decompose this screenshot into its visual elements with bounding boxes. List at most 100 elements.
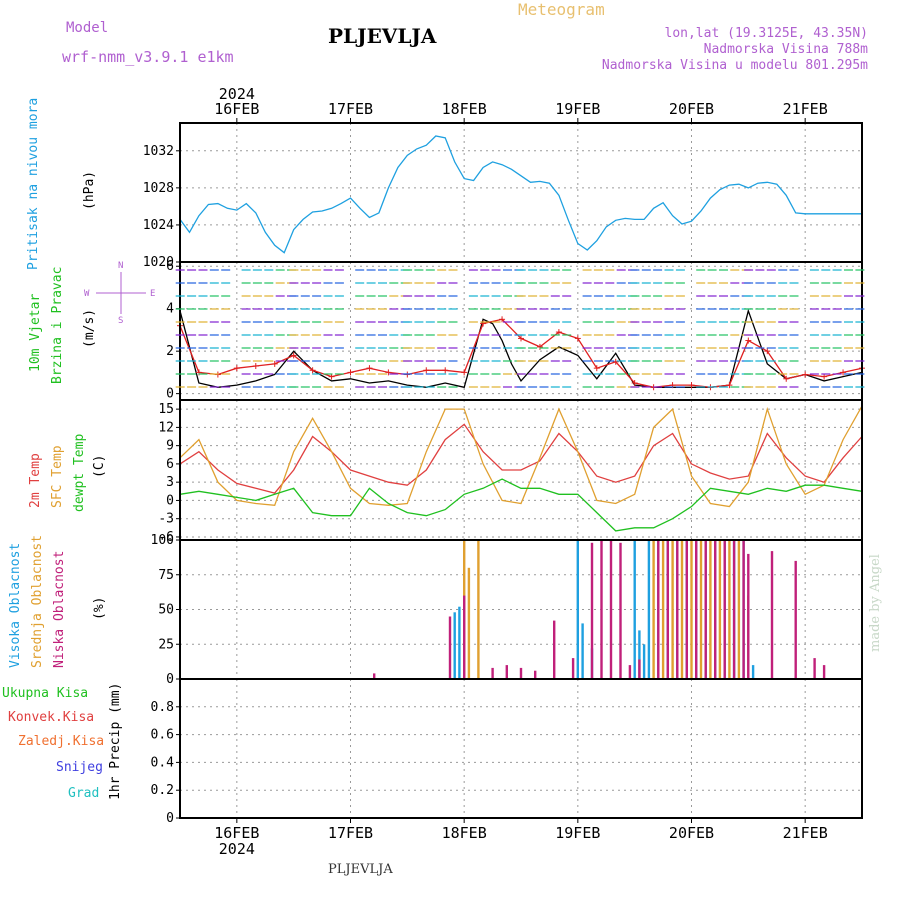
compass-n: N: [118, 261, 124, 271]
x-tick-label-top: 19FEB: [555, 100, 600, 118]
precip-unit: 1hr Precip (mm): [108, 682, 123, 800]
y-tick-label: -3: [158, 512, 174, 527]
panel-frame: [179, 539, 863, 680]
model-elevation-label: Nadmorska Visina u modelu 801.295m: [601, 58, 868, 73]
y-tick-label: 3: [166, 475, 174, 490]
cloud-bar: [676, 540, 679, 679]
series-line-brzina: [179, 308, 863, 389]
temp-label-dewpt: dewpt Temp: [72, 433, 87, 512]
cloud-bar: [647, 540, 651, 679]
cloud-label-mid: Srednja Oblacnost: [30, 534, 45, 668]
y-tick-label: 1020: [143, 255, 174, 270]
cloud-bar: [463, 540, 466, 679]
y-tick-label: 0: [166, 672, 174, 687]
precip-legend-hail: Grad: [68, 786, 100, 801]
cloud-bar: [676, 540, 679, 679]
cloud-bar: [534, 670, 537, 679]
model-name: wrf-nmm_v3.9.1 e1km: [62, 48, 234, 66]
cloud-bar: [638, 630, 641, 679]
cloud-bar: [714, 540, 717, 679]
precip-legend-frz: Zaledj.Kisa: [18, 734, 105, 749]
cloud-bar: [666, 540, 669, 679]
cloud-bar: [633, 540, 636, 679]
series-line-pressure: [179, 135, 862, 254]
x-tick-label-top: 16FEB: [214, 100, 259, 118]
series-line-dewpt Temp: [179, 478, 863, 532]
compass-e: E: [150, 289, 156, 299]
cloud-bar: [661, 540, 665, 679]
cloud-bar: [657, 540, 660, 679]
compass-s: S: [118, 316, 124, 326]
cloud-bar: [581, 623, 584, 679]
cloud-bar: [704, 540, 707, 679]
wind-label-2: Brzina i Pravac: [50, 266, 65, 384]
cloud-bar: [600, 540, 603, 679]
cloud-bar: [491, 667, 494, 679]
cloud-label-high: Visoka Oblacnost: [8, 542, 23, 668]
cloud-bar: [794, 560, 797, 679]
cloud-bar: [714, 540, 717, 679]
y-tick-label: 75: [158, 568, 174, 583]
cloud-bar: [519, 667, 523, 679]
cloud-bar: [505, 665, 508, 679]
y-tick-label: 1032: [143, 144, 174, 159]
precip-legend-snow: Snijeg: [56, 760, 103, 775]
cloud-bar: [737, 540, 741, 679]
cloud-bar: [628, 665, 632, 679]
cloud-bar: [695, 540, 698, 679]
cloud-bar: [553, 620, 556, 679]
y-tick-label: 0.2: [151, 783, 174, 798]
cloud-bar: [718, 540, 722, 679]
precip-legend-total: Ukupna Kisa: [2, 686, 89, 701]
cloud-bar: [742, 540, 745, 679]
y-tick-label: 15: [158, 402, 174, 417]
pressure-label: Pritisak na nivou mora: [26, 97, 41, 270]
year-label-bottom: 2024: [219, 840, 255, 858]
compass-w: W: [84, 289, 90, 299]
y-tick-label: 25: [158, 637, 174, 652]
panel-frame: [179, 261, 863, 401]
x-tick-label-top: 18FEB: [442, 100, 487, 118]
cloud-bar: [685, 540, 688, 679]
y-tick-label: 1028: [143, 181, 174, 196]
cloud-bar: [576, 540, 579, 679]
cloud-bar: [728, 540, 731, 679]
y-tick-label: 2: [166, 344, 174, 359]
y-tick-label: 1024: [143, 218, 174, 233]
cloud-bar: [732, 540, 736, 679]
cloud-unit: (%): [92, 596, 107, 620]
y-tick-label: 4: [166, 302, 174, 317]
cloud-bar: [704, 540, 707, 679]
cloud-bar: [453, 612, 456, 679]
y-tick-label: 9: [166, 439, 174, 454]
credit-label: made by Angel: [868, 554, 883, 652]
precip-legend-conv: Konvek.Kisa: [8, 710, 95, 725]
y-tick-label: 0.4: [151, 755, 175, 770]
x-tick-label-bottom: 20FEB: [669, 824, 714, 842]
y-tick-label: 0: [166, 811, 174, 826]
cloud-bar: [770, 551, 774, 679]
series-line-2m Temp: [179, 423, 863, 494]
cloud-bar: [699, 540, 703, 679]
series-line-SFC Temp: [179, 405, 863, 508]
wind-label-1: 10m Vjetar: [28, 293, 43, 372]
cloud-bar: [742, 540, 745, 679]
cloud-bar: [590, 542, 594, 679]
y-tick-label: 100: [151, 533, 174, 548]
x-tick-label-bottom: 21FEB: [783, 824, 828, 842]
wind-unit: (m/s): [82, 308, 97, 348]
cloud-bar: [822, 665, 826, 679]
panel-frame: [179, 399, 863, 541]
compass-rose-icon: [96, 272, 146, 314]
cloud-bar: [619, 542, 622, 679]
y-tick-label: 0.8: [151, 700, 174, 715]
y-tick-label: 6: [166, 259, 174, 274]
x-tick-label-top: 21FEB: [783, 100, 828, 118]
cloud-bar: [747, 553, 750, 679]
elevation-label: Nadmorska Visina 788m: [703, 42, 868, 57]
y-tick-label: 50: [158, 603, 174, 618]
cloud-bar: [448, 616, 452, 679]
y-tick-label: 0: [166, 493, 174, 508]
station-title: PLJEVLJA: [328, 24, 437, 48]
